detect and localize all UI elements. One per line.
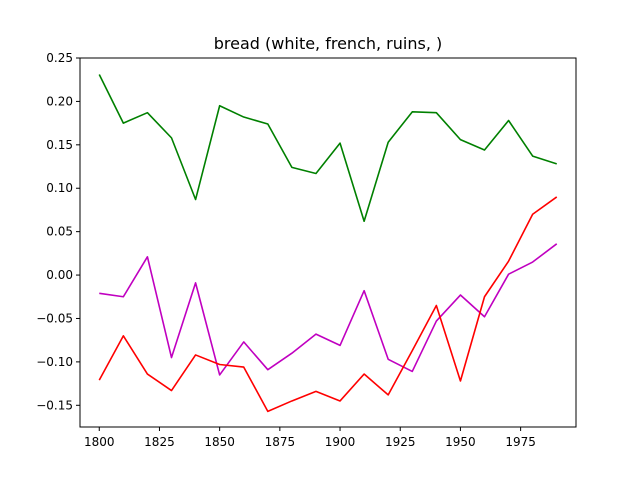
plot-area-frame	[79, 57, 577, 428]
x-tick-label: 1900	[325, 435, 356, 449]
series-line-2	[99, 243, 558, 376]
y-tick-label: 0.00	[46, 268, 73, 282]
x-tick-label: 1800	[84, 435, 115, 449]
chart-title: bread (white, french, ruins, )	[214, 34, 442, 53]
y-tick-label: 0.10	[46, 181, 73, 195]
y-tick-label: 0.15	[46, 138, 73, 152]
x-axis: 1800 1825 1850 1875 1900 1925 1950 1975	[84, 427, 536, 449]
series-line-3	[98, 196, 558, 413]
y-tick-label: 0.05	[46, 225, 73, 239]
y-axis: −0.15 −0.10 −0.05 0.00 0.05 0.10 0.15 0.20 0.25	[36, 51, 80, 412]
x-tick-label: 1825	[144, 435, 175, 449]
y-tick-label: −0.15	[36, 398, 73, 412]
y-tick-label: −0.05	[36, 311, 73, 325]
series-layer	[98, 74, 558, 413]
x-tick-label: 1950	[445, 435, 476, 449]
series-line-1	[98, 74, 557, 223]
y-tick-label: 0.25	[46, 51, 73, 65]
x-tick-label: 1925	[385, 435, 416, 449]
x-tick-label: 1875	[265, 435, 296, 449]
x-tick-label: 1850	[204, 435, 235, 449]
y-tick-label: 0.20	[46, 94, 73, 108]
x-tick-label: 1975	[505, 435, 536, 449]
y-tick-label: −0.10	[36, 355, 73, 369]
